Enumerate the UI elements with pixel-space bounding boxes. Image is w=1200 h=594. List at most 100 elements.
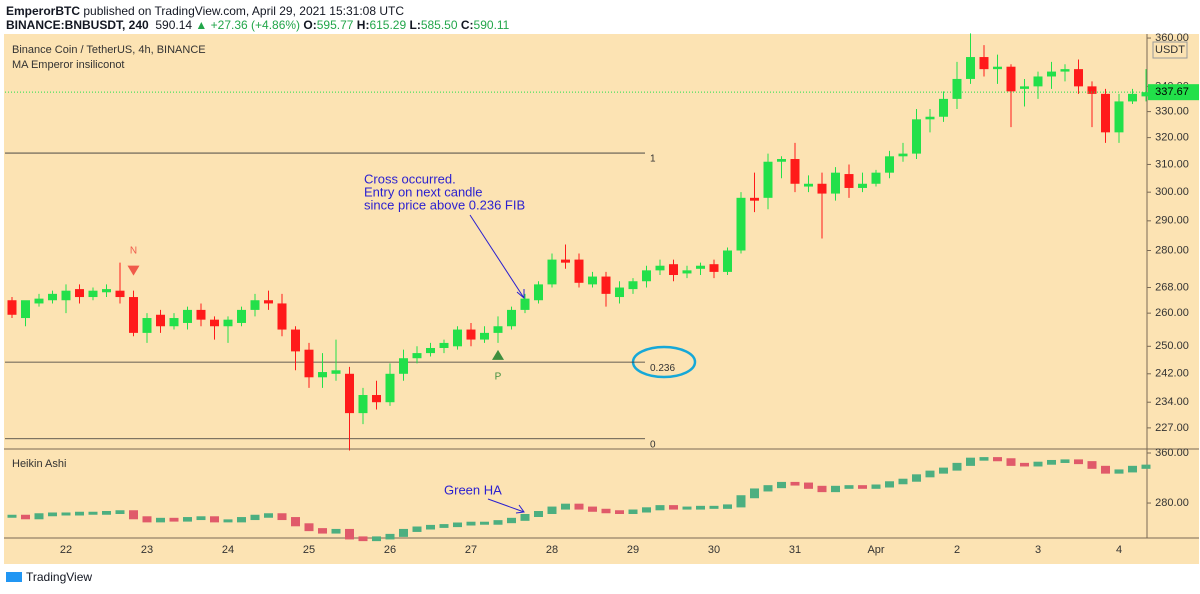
candle-body [156,314,165,327]
ha-candle [696,505,705,510]
candle-body [777,159,786,162]
ha-candle [547,506,557,514]
candle-body [871,172,881,184]
candle-body [939,98,948,117]
ha-candle [925,470,935,478]
brand: TradingView [26,570,92,584]
candle-body [682,270,692,274]
o-key: O: [303,18,317,32]
y-tick-label: 260.00 [1155,307,1189,319]
change: +27.36 (+4.86%) [210,18,301,32]
candle-body [817,183,827,194]
annotation-arrow [469,214,525,299]
ha-candle [142,516,152,523]
y-tick-label: 360.00 [1155,32,1189,44]
up-arrow: ▲ [195,18,208,32]
y-tick-label: 280.00 [1155,497,1189,509]
ha-candle [723,504,732,509]
ha-candle [669,505,678,510]
ha-candle [615,510,624,514]
candle-body [615,287,624,298]
ha-candle [88,511,98,515]
y-tick-label: 360.00 [1155,447,1189,459]
ha-candle [426,524,435,530]
candle-body [547,259,557,285]
candle-body [426,347,435,354]
annotation: Green HA [444,482,502,497]
candle-body [979,57,989,70]
candle-body [115,290,125,298]
candle-body [466,329,476,340]
candle-body [601,276,611,294]
ha-candle [574,503,584,510]
x-tick-label: 28 [546,544,558,556]
candle-body [169,318,179,327]
ha-candle [372,536,381,542]
ha-candle [61,512,71,516]
annotation: Entry on next candle [364,184,483,199]
candle-body [61,290,71,301]
candle-body [196,309,206,320]
x-tick-label: 29 [627,544,639,556]
ha-candle [1074,459,1083,465]
candle-body [237,309,246,323]
x-tick-label: 24 [222,544,234,556]
ha-candle [601,508,611,514]
candle-body [277,303,287,330]
ha-candle [237,517,246,523]
ha-candle [1128,465,1137,473]
candle-body [912,119,921,154]
candle-body [534,284,543,301]
x-tick-label: 31 [789,544,801,556]
ha-candle [412,526,422,532]
ha-candle [223,519,233,523]
candle-body [966,57,975,79]
candle-body [1114,101,1124,133]
candle-body [507,309,516,327]
annotation: Cross occurred. [364,171,456,186]
ha-candle [682,506,692,510]
published: published on TradingView.com, April 29, … [83,4,405,18]
ha-candle [898,478,908,485]
x-tick-label: 27 [465,544,477,556]
candle-body [1087,86,1097,94]
ha-candle [196,516,206,521]
candle-body [952,78,962,99]
candle-body [480,332,489,340]
candle-body [520,298,530,310]
ha-candle [777,481,786,489]
o-value: 595.77 [316,18,354,32]
signal-label: N [130,245,137,256]
x-tick-label: 25 [303,544,315,556]
annotation-arrow [487,498,525,513]
quote-line: BINANCE:BNBUSDT, 240 590.14 ▲ +27.36 (+4… [6,18,509,32]
ha-candle [304,523,314,532]
x-tick-label: 22 [60,544,72,556]
ha-candle [399,528,408,537]
candle-body [129,297,138,333]
ha-candle [1047,459,1056,465]
ha-candle [736,495,746,508]
ha-candle [439,524,449,528]
ha-candle [655,505,665,511]
candle-body [493,326,503,333]
l-key: L: [409,18,421,32]
candle-body [993,66,1002,70]
candle-body [291,329,300,352]
axis-bg [1147,34,1199,538]
signal-marker [492,349,504,360]
y-tick-label: 234.00 [1155,396,1189,408]
ha-candle [588,506,597,512]
x-tick-label: Apr [867,544,884,556]
candle-body [561,259,570,263]
candle-body [750,197,759,201]
candle-body [831,172,840,194]
candle-body [75,289,84,298]
ha-candle [75,511,84,516]
candle-body [345,373,354,414]
x-tick-label: 26 [384,544,396,556]
candle-body [723,250,732,272]
h-value: 615.29 [369,18,407,32]
ha-candle [790,481,800,486]
